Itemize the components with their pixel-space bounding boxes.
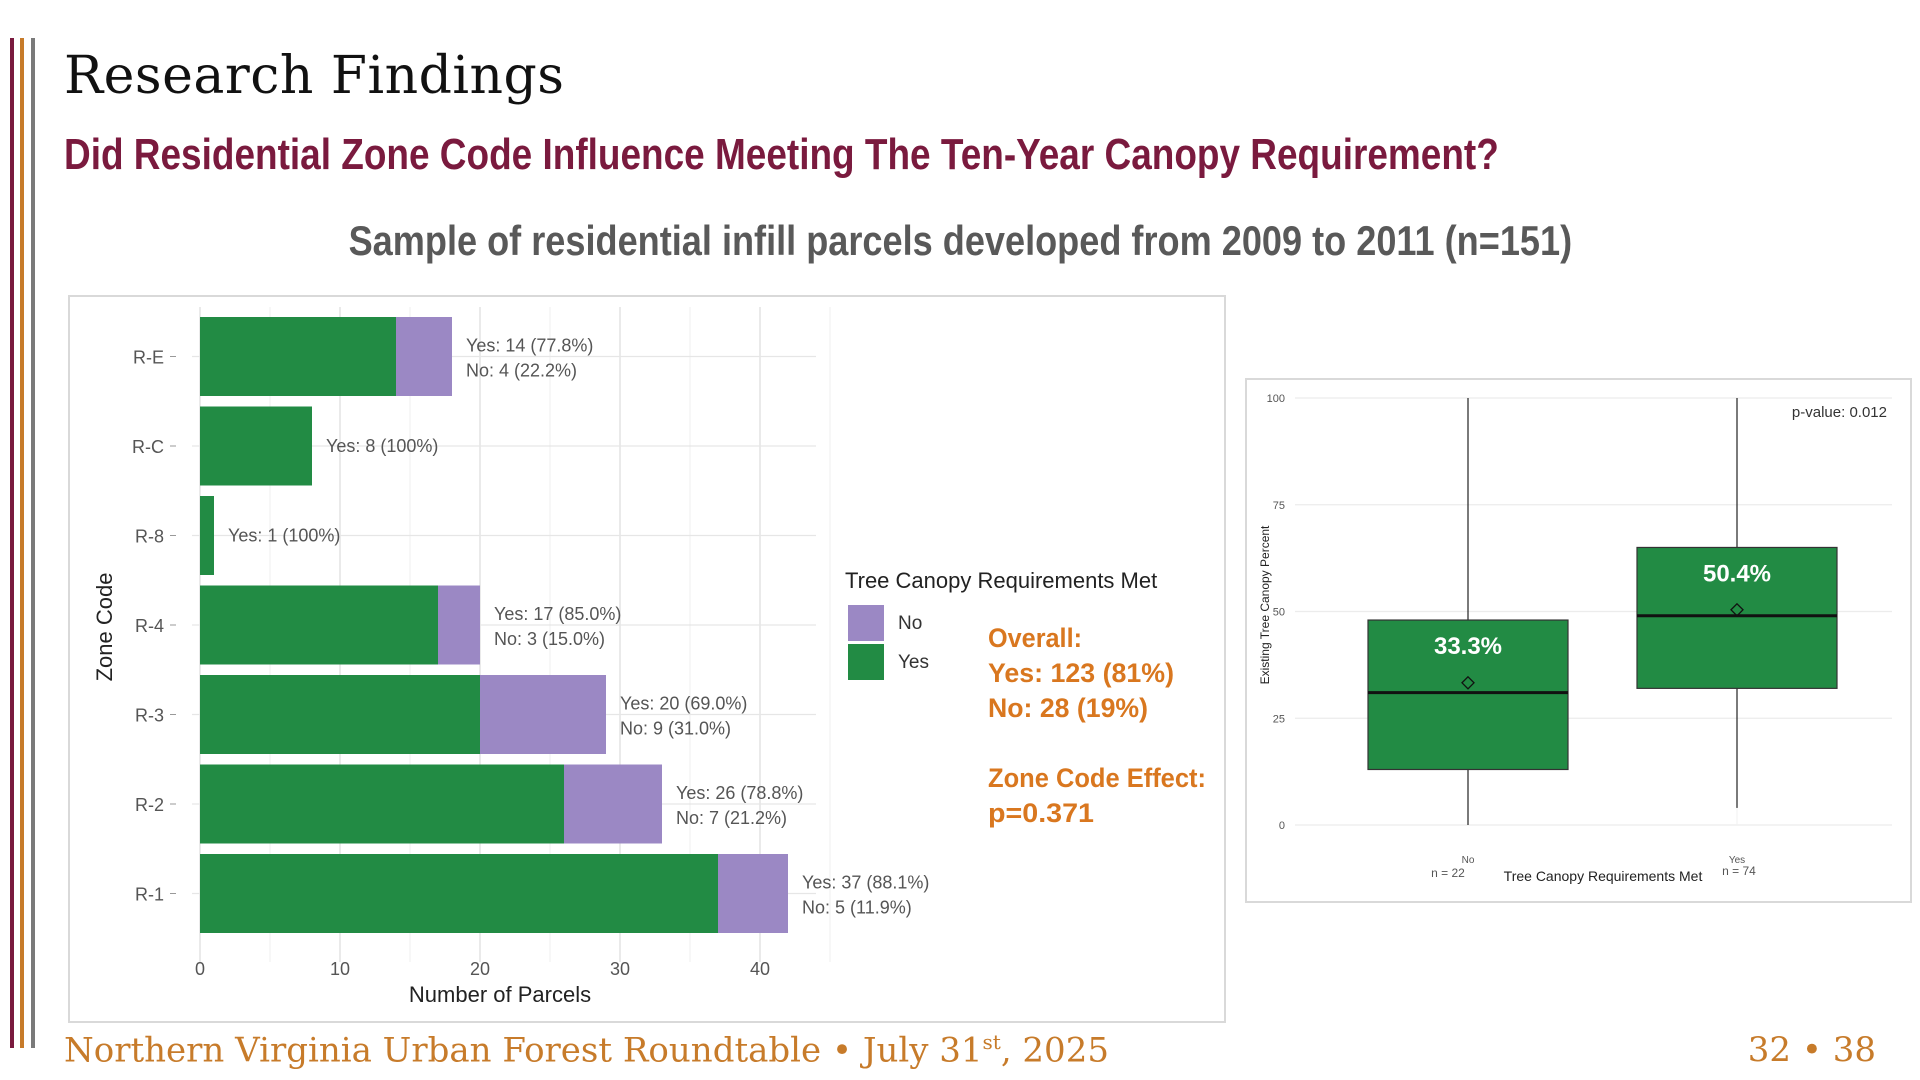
legend-swatch-no [848,605,884,641]
data-label: Yes: 8 (100%) [326,436,438,456]
footer-event: Northern Virginia Urban Forest Roundtabl… [64,1030,1109,1070]
data-label: Yes: 37 (88.1%) [802,873,929,893]
data-label: No: 4 (22.2%) [466,361,577,381]
data-label: Yes: 20 (69.0%) [620,694,747,714]
bar-yes-r-4 [200,585,438,665]
bar-yes-r-8 [200,496,214,575]
y-tick-label: R-1 [135,885,164,905]
y-tick-label: 75 [1273,500,1285,512]
bar-yes-r-2 [200,764,564,844]
y-tick-label: 25 [1273,713,1285,725]
legend-swatch-yes [848,644,884,680]
y-axis-label: Existing Tree Canopy Percent [1258,525,1272,684]
box-plot-panel: 0 25 50 75 100 33.3% No 50.4% Yes n = 22 n = 74 Tre… [1245,378,1912,903]
y-tick-label: R-3 [135,706,164,726]
bar-yes-r-1 [200,854,718,933]
x-axis-label: Tree Canopy Requirements Met [1504,868,1703,884]
y-tick-label: 100 [1267,393,1285,405]
x-tick-label: 40 [750,959,770,979]
count-label: n = 22 [1431,866,1465,880]
stacked-bar-chart: R-E Yes: 14 (77.8%) No: 4 (22.2%) R-C Yes: 8… [92,307,1206,1007]
slide-question: Did Residential Zone Code Influence Meet… [64,130,1499,179]
mean-marker [1461,675,1475,690]
x-tick-label: 20 [470,959,490,979]
data-label: Yes: 14 (77.8%) [466,336,593,356]
effect-value: p=0.371 [988,798,1094,828]
count-label: n = 74 [1722,864,1756,878]
y-tick-label: R-E [133,348,164,368]
p-value-annotation: p-value: 0.012 [1792,404,1887,421]
mean-label: 50.4% [1703,560,1771,587]
data-label: No: 7 (21.2%) [676,808,787,828]
y-tick-label: R-2 [135,795,164,815]
slide-title: Research Findings [64,46,565,106]
x-tick-label: No [1462,855,1475,866]
effect-label: Zone Code Effect: [988,763,1206,793]
data-label: Yes: 1 (100%) [228,526,340,546]
bar-yes-r-c [200,406,312,486]
sample-caption-text: Sample of residential infill parcels dev… [348,217,1572,264]
box-yes [1636,546,1838,689]
overall-no: No: 28 (19%) [988,693,1148,723]
data-label: No: 5 (11.9%) [802,898,912,918]
data-label: Yes: 17 (85.0%) [494,604,621,624]
legend-label-no: No [898,613,922,634]
footer-event-text: Northern Virginia Urban Forest Roundtabl… [64,1030,983,1071]
mean-label: 33.3% [1434,633,1502,660]
sample-caption: Sample of residential infill parcels dev… [0,217,1920,265]
bar-chart-panel: R-E Yes: 14 (77.8%) No: 4 (22.2%) R-C Yes: 8… [68,295,1226,1023]
accent-bar-maroon [10,38,14,1048]
footer-superscript: st [982,1030,1001,1054]
x-tick-label: 10 [330,959,350,979]
bar-yes-r-3 [200,675,480,754]
footer-year: , 2025 [1000,1030,1109,1071]
bar-no-r-2 [564,764,662,844]
bar-yes-r-e [200,317,396,396]
legend-title: Tree Canopy Requirements Met [845,568,1157,593]
overall-label: Overall: [988,623,1082,653]
accent-bar-gray [31,38,35,1048]
x-tick-label: Yes [1729,855,1745,866]
y-tick-label: 50 [1273,607,1285,619]
y-axis-label: Zone Code [92,573,117,682]
legend-label-yes: Yes [898,652,929,673]
data-label: Yes: 26 (78.8%) [676,783,803,803]
accent-bar-orange [20,38,24,1048]
bar-no-r-3 [480,675,606,754]
box-plot-chart: 0 25 50 75 100 33.3% No 50.4% Yes n = 22 n = 74 Tre… [1258,393,1892,884]
data-label: No: 9 (31.0%) [620,719,731,739]
overall-yes: Yes: 123 (81%) [988,658,1174,688]
x-axis-label: Number of Parcels [409,982,591,1007]
bar-no-r-1 [718,854,788,933]
y-tick-label: R-4 [135,616,164,636]
x-tick-label: 30 [610,959,630,979]
y-tick-label: R-C [132,437,164,457]
bar-no-r-4 [438,585,480,665]
bar-no-r-e [396,317,452,396]
x-tick-label: 0 [195,959,205,979]
y-tick-label: 0 [1279,820,1285,832]
page-number: 32 • 38 [1747,1030,1876,1070]
box-no [1367,619,1569,771]
mean-marker [1730,602,1744,617]
data-label: No: 3 (15.0%) [494,629,605,649]
y-tick-label: R-8 [135,527,164,547]
